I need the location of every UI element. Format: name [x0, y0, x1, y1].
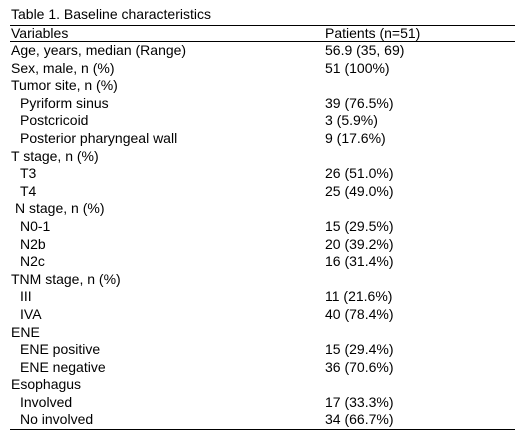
table-row: T4 25 (49.0%) — [10, 183, 515, 201]
table-row: N2b 20 (39.2%) — [10, 236, 515, 254]
row-label: Involved — [20, 393, 73, 410]
row-value — [324, 77, 515, 95]
row-label: No involved — [10, 411, 324, 431]
table-row: Tumor site, n (%) — [10, 77, 515, 95]
table-row: N2c 16 (31.4%) — [10, 253, 515, 271]
row-value: 16 (31.4%) — [325, 253, 394, 270]
table-row: Postcricoid 3 (5.9%) — [10, 112, 515, 130]
row-label: ENE positive — [20, 341, 101, 358]
row-value: 9 (17.6%) — [325, 129, 386, 146]
row-label: Pyriform sinus — [20, 94, 109, 111]
row-value: 26 (51.0%) — [325, 165, 394, 182]
table-row: N stage, n (%) — [10, 200, 515, 218]
row-label: N2b — [20, 235, 46, 252]
table-row: T stage, n (%) — [10, 148, 515, 166]
table-row: Sex, male, n (%) 51 (100%) — [10, 60, 515, 78]
row-value: 17 (33.3%) — [325, 393, 394, 410]
table-row: N0-1 15 (29.5%) — [10, 218, 515, 236]
table-row: Pyriform sinus 39 (76.5%) — [10, 95, 515, 113]
row-value — [324, 271, 515, 289]
row-label: Tumor site, n (%) — [11, 77, 118, 94]
row-value: 15 (29.5%) — [325, 217, 394, 234]
row-label: N stage, n (%) — [15, 200, 105, 217]
row-label: N0-1 — [20, 217, 51, 234]
table-row: Involved 17 (33.3%) — [10, 394, 515, 412]
row-label: T3 — [20, 165, 37, 182]
row-value — [324, 200, 515, 218]
row-label: TNM stage, n (%) — [11, 270, 121, 287]
table-body: Age, years, median (Range) 56.9 (35, 69) S… — [10, 42, 515, 431]
row-value — [324, 376, 515, 394]
table-row: ENE negative 36 (70.6%) — [10, 359, 515, 377]
row-value: 11 (21.6%) — [325, 288, 393, 305]
table-caption: Table 1. Baseline characteristics — [11, 6, 211, 22]
baseline-table: Variables Patients (n=51) Age, years, me… — [10, 25, 515, 431]
table-row: IVA 40 (78.4%) — [10, 306, 515, 324]
row-label: T stage, n (%) — [11, 147, 99, 164]
row-value: 25 (49.0%) — [325, 182, 394, 199]
row-label: III — [20, 288, 32, 305]
header-variables: Variables — [10, 25, 324, 42]
table-row: Age, years, median (Range) 56.9 (35, 69) — [10, 42, 515, 60]
table-row: ENE — [10, 324, 515, 342]
row-label: T4 — [20, 182, 37, 199]
row-value — [324, 324, 515, 342]
row-label: ENE negative — [20, 358, 106, 375]
row-label: Age, years, median (Range) — [11, 42, 187, 58]
row-value: 15 (29.4%) — [325, 341, 394, 358]
table-row: III 11 (21.6%) — [10, 288, 515, 306]
table-row: Posterior pharyngeal wall 9 (17.6%) — [10, 130, 515, 148]
row-label: Posterior pharyngeal wall — [20, 129, 178, 146]
table-row: T3 26 (51.0%) — [10, 165, 515, 183]
row-label: N2c — [20, 253, 45, 270]
row-label: ENE — [11, 323, 40, 340]
row-label: Esophagus — [11, 376, 82, 393]
row-label: IVA — [20, 305, 42, 322]
header-patients: Patients (n=51) — [324, 25, 515, 42]
table-header-row: Variables Patients (n=51) — [10, 25, 515, 42]
row-value: 3 (5.9%) — [325, 112, 378, 129]
row-value: 51 (100%) — [325, 59, 390, 76]
row-value: 34 (66.7%) — [324, 411, 515, 431]
table-row: Esophagus — [10, 376, 515, 394]
table-row: TNM stage, n (%) — [10, 271, 515, 289]
row-label: Postcricoid — [20, 112, 89, 129]
table-row: No involved 34 (66.7%) — [10, 411, 515, 431]
row-value: 36 (70.6%) — [325, 358, 394, 375]
row-value: 20 (39.2%) — [325, 235, 394, 252]
row-value — [324, 148, 515, 166]
row-value: 39 (76.5%) — [325, 94, 394, 111]
row-label: Sex, male, n (%) — [11, 59, 115, 76]
table-row: ENE positive 15 (29.4%) — [10, 341, 515, 359]
row-value: 40 (78.4%) — [325, 305, 394, 322]
row-value: 56.9 (35, 69) — [325, 42, 405, 58]
